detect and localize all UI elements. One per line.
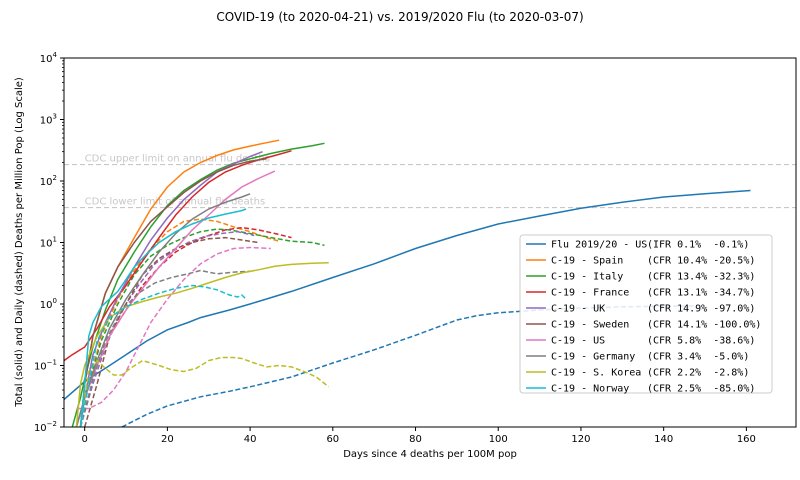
x-tick-label: 100 bbox=[489, 434, 508, 445]
legend-entry-name: C-19 - Sweden bbox=[551, 320, 629, 331]
y-tick-label: 104 bbox=[40, 51, 58, 65]
legend-entry-stats: (CFR 14.1% -100.0%) bbox=[647, 320, 761, 331]
legend-entry-stats: (CFR 3.4% -5.0%) bbox=[647, 352, 749, 363]
series-total-c-19-s-korea bbox=[75, 261, 329, 427]
reference-line-label: CDC upper limit on annual flu deaths bbox=[85, 154, 270, 165]
y-tick-label: 103 bbox=[40, 113, 57, 127]
x-tick-label: 140 bbox=[654, 434, 673, 445]
legend-entry-name: C-19 - France bbox=[551, 288, 629, 299]
series-total-c-19-italy bbox=[71, 142, 325, 427]
legend-entry-stats: (CFR 2.2% -2.8%) bbox=[647, 368, 749, 379]
series-daily-c-19-uk bbox=[79, 230, 255, 427]
legend-entry-name: C-19 - Norway bbox=[551, 384, 629, 395]
y-tick-label: 102 bbox=[40, 174, 57, 188]
x-tick-label: 160 bbox=[737, 434, 756, 445]
series-total-c-19-norway bbox=[79, 208, 247, 427]
x-tick-label: 60 bbox=[326, 434, 339, 445]
series-total-flu-2019-20-us bbox=[64, 189, 751, 401]
reference-line-label: CDC lower limit of annual flu deaths bbox=[85, 197, 266, 208]
legend-entry-name: Flu 2019/20 - US bbox=[551, 240, 647, 251]
x-tick-label: 120 bbox=[571, 434, 590, 445]
y-axis-label: Total (solid) and Daily (dashed) Deaths … bbox=[14, 77, 25, 408]
y-tick-label: 10−2 bbox=[34, 420, 57, 434]
series-daily-c-19-norway bbox=[79, 284, 247, 427]
x-tick-label: 40 bbox=[244, 434, 257, 445]
legend-entry-stats: (CFR 13.1% -34.7%) bbox=[647, 288, 755, 299]
x-tick-label: 0 bbox=[81, 434, 87, 445]
legend-entry-stats: (CFR 14.9% -97.0%) bbox=[647, 304, 755, 315]
chart-title: COVID-19 (to 2020-04-21) vs. 2019/2020 F… bbox=[216, 10, 583, 24]
legend-entry-name: C-19 - Germany bbox=[551, 352, 635, 363]
legend-box bbox=[519, 234, 773, 394]
legend-entry-stats: (CFR 10.4% -20.5%) bbox=[647, 256, 755, 267]
legend-entry-stats: (CFR 13.4% -32.3%) bbox=[647, 272, 755, 283]
series-daily-c-19-s-korea bbox=[79, 356, 330, 427]
x-tick-label: 20 bbox=[161, 434, 174, 445]
legend-entry-stats: (CFR 5.8% -38.6%) bbox=[647, 336, 755, 347]
legend-entry-stats: (IFR 0.1% -0.1%) bbox=[647, 240, 749, 251]
legend-entry-stats: (CFR 2.5% -85.0%) bbox=[647, 384, 755, 395]
series-daily-c-19-germany bbox=[79, 269, 251, 427]
legend-entry-name: C-19 - US bbox=[551, 336, 605, 347]
series-daily-c-19-spain bbox=[79, 218, 280, 427]
y-tick-label: 10−1 bbox=[34, 359, 57, 373]
series-daily-c-19-sweden bbox=[83, 236, 259, 427]
y-tick-label: 101 bbox=[40, 236, 57, 250]
legend-entry-name: C-19 - Spain bbox=[551, 256, 623, 267]
x-tick-label: 80 bbox=[409, 434, 422, 445]
y-tick-label: 100 bbox=[40, 297, 57, 311]
x-axis-label: Days since 4 deaths per 100M pop bbox=[343, 449, 517, 460]
series-total-c-19-france bbox=[64, 150, 292, 362]
series-daily-c-19-us bbox=[76, 246, 271, 410]
series-total-c-19-sweden bbox=[79, 158, 267, 427]
legend-entry-name: C-19 - Italy bbox=[551, 272, 623, 283]
legend-entry-name: C-19 - S. Korea bbox=[551, 368, 641, 379]
legend-entry-name: C-19 - UK bbox=[551, 304, 605, 315]
series-daily-c-19-italy bbox=[75, 228, 325, 427]
